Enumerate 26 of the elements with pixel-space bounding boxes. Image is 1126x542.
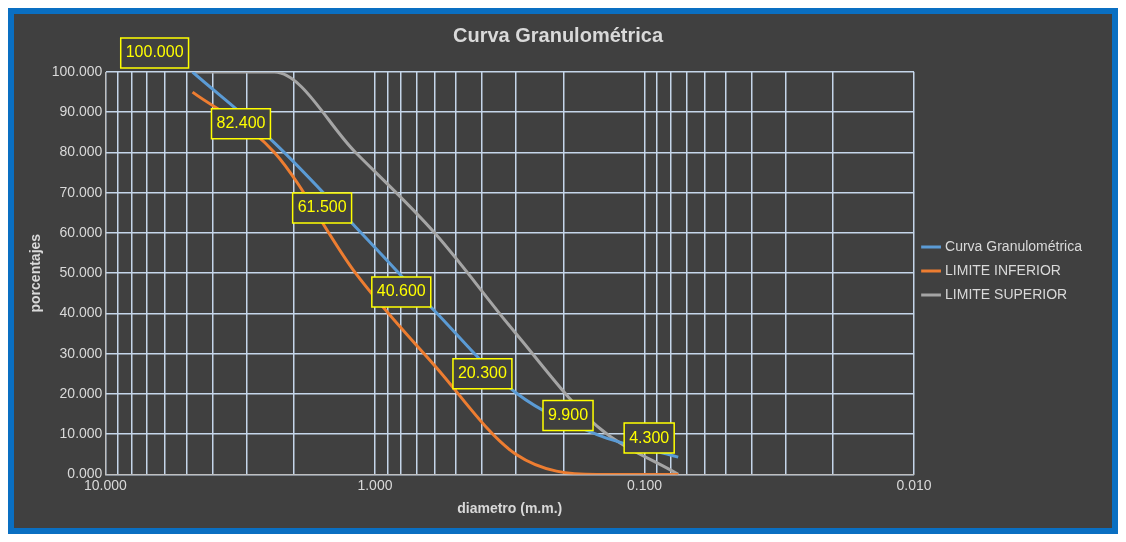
chart-title: Curva Granulométrica xyxy=(452,23,664,46)
y-tick-label: 20.000 xyxy=(59,384,103,401)
y-tick-label: 90.000 xyxy=(59,103,103,120)
legend-label: Curva Granulométrica xyxy=(945,237,1083,254)
data-label: 9.900 xyxy=(548,405,589,423)
x-tick-label: 0.010 xyxy=(896,476,932,493)
y-axis-title: porcentajes xyxy=(27,233,44,313)
data-label: 40.600 xyxy=(376,282,426,300)
y-tick-label: 80.000 xyxy=(59,143,103,160)
x-tick-label: 0.100 xyxy=(626,476,663,493)
y-tick-label: 30.000 xyxy=(59,344,103,361)
data-label: 20.300 xyxy=(457,364,507,382)
x-tick-label: 1.000 xyxy=(357,476,393,493)
y-tick-label: 100.000 xyxy=(51,62,103,79)
y-tick-label: 60.000 xyxy=(59,223,103,240)
data-label: 61.500 xyxy=(297,198,347,216)
x-axis-title: diametro (m.m.) xyxy=(457,500,563,517)
data-label: 82.400 xyxy=(216,114,266,132)
y-tick-label: 70.000 xyxy=(59,183,103,200)
data-label: 4.300 xyxy=(629,428,670,446)
y-tick-label: 50.000 xyxy=(59,264,103,281)
y-tick-label: 40.000 xyxy=(59,304,103,321)
data-label: 100.000 xyxy=(125,43,184,61)
y-tick-label: 10.000 xyxy=(59,425,103,442)
legend-label: LIMITE SUPERIOR xyxy=(945,285,1068,302)
legend-label: LIMITE INFERIOR xyxy=(945,261,1061,278)
